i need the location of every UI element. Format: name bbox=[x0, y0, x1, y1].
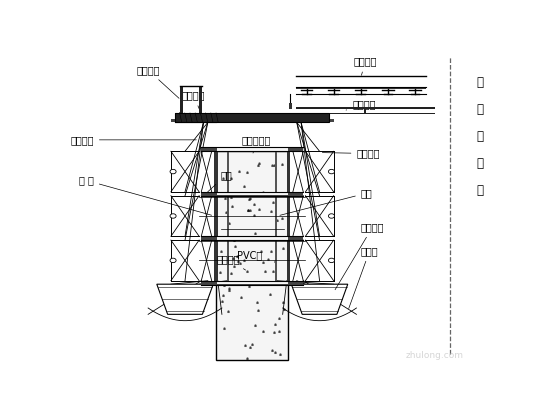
Text: 安全网: 安全网 bbox=[349, 246, 379, 309]
Text: 拆模吊篮: 拆模吊篮 bbox=[335, 222, 384, 290]
Bar bbox=[329, 119, 334, 122]
Text: 斜拉索具: 斜拉索具 bbox=[71, 135, 197, 145]
Circle shape bbox=[329, 214, 334, 218]
Bar bbox=[175, 113, 329, 122]
Text: 对拉螺栓: 对拉螺栓 bbox=[217, 255, 246, 270]
Bar bbox=[201, 281, 304, 285]
Bar bbox=[217, 192, 288, 195]
Circle shape bbox=[329, 169, 334, 174]
Bar bbox=[287, 151, 290, 192]
Bar bbox=[175, 113, 329, 122]
Text: zhulong.com: zhulong.com bbox=[405, 351, 464, 360]
Bar bbox=[171, 119, 175, 122]
Bar bbox=[287, 195, 290, 236]
Text: 平台横梁: 平台横梁 bbox=[346, 99, 376, 110]
Bar bbox=[214, 240, 218, 281]
Text: 墩: 墩 bbox=[477, 103, 484, 116]
Circle shape bbox=[329, 258, 334, 262]
Text: 三角支架: 三角支架 bbox=[323, 148, 380, 159]
Bar bbox=[296, 87, 426, 89]
Bar bbox=[275, 150, 277, 194]
Polygon shape bbox=[157, 284, 213, 314]
Bar bbox=[217, 236, 288, 240]
Bar bbox=[199, 86, 202, 113]
Bar bbox=[275, 194, 277, 238]
Bar bbox=[288, 103, 292, 109]
Bar bbox=[217, 281, 288, 284]
Text: 内模: 内模 bbox=[280, 188, 372, 215]
Polygon shape bbox=[291, 284, 348, 314]
Bar bbox=[227, 150, 230, 194]
Text: 外 模: 外 模 bbox=[79, 176, 212, 215]
Text: 桥: 桥 bbox=[477, 76, 484, 89]
Text: 接料平台: 接料平台 bbox=[353, 56, 377, 75]
Bar bbox=[201, 147, 304, 151]
Circle shape bbox=[170, 214, 176, 218]
Bar bbox=[180, 86, 183, 113]
Bar bbox=[296, 108, 435, 109]
Text: 围箍: 围箍 bbox=[208, 170, 232, 192]
Bar bbox=[201, 236, 304, 240]
Bar bbox=[214, 151, 218, 192]
Bar bbox=[275, 238, 277, 283]
Bar bbox=[227, 238, 230, 283]
Bar bbox=[296, 113, 435, 115]
Bar bbox=[227, 194, 230, 238]
Bar bbox=[214, 195, 218, 236]
Text: 心: 心 bbox=[477, 157, 484, 170]
Circle shape bbox=[170, 258, 176, 262]
Bar bbox=[364, 109, 366, 113]
Bar bbox=[217, 148, 288, 151]
Text: 工作平台: 工作平台 bbox=[182, 91, 206, 117]
Text: 护栏立柱: 护栏立柱 bbox=[137, 65, 179, 98]
Text: 混凝土内存: 混凝土内存 bbox=[242, 135, 271, 153]
Text: PVC管: PVC管 bbox=[237, 250, 263, 261]
Text: 线: 线 bbox=[477, 184, 484, 197]
Bar bbox=[201, 192, 304, 196]
Circle shape bbox=[170, 169, 176, 174]
Bar bbox=[287, 240, 290, 281]
Text: 中: 中 bbox=[477, 130, 484, 143]
Bar bbox=[217, 151, 288, 360]
